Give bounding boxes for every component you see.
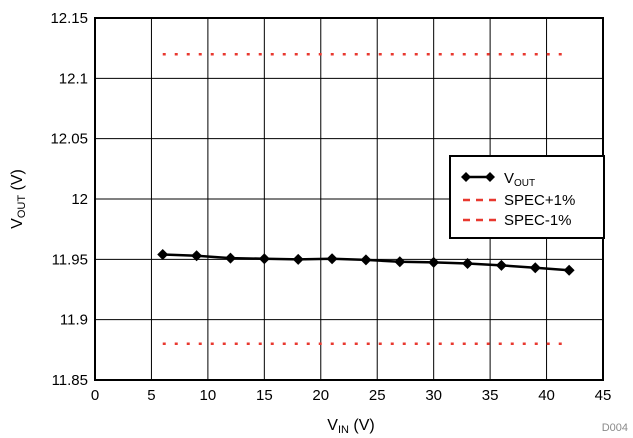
y-axis-title-main: V [9, 218, 26, 229]
legend-label-vout: VOUT [504, 170, 535, 189]
y-axis-title: VOUT (V) [9, 169, 28, 229]
y-tick-label: 11.9 [60, 312, 88, 329]
x-tick-label: 10 [200, 387, 217, 404]
figure-code: D004 [602, 422, 628, 434]
x-tick-label: 40 [538, 387, 555, 404]
x-tick-label: 30 [425, 387, 442, 404]
series-point [157, 249, 169, 261]
legend-label-spec-minus: SPEC-1% [504, 212, 572, 229]
x-axis-title-sub: IN [338, 424, 349, 436]
series-layer [157, 52, 575, 346]
x-tick-label: 45 [595, 387, 612, 404]
series-point [326, 253, 338, 265]
series-point [428, 256, 440, 268]
legend-label-spec-plus: SPEC+1% [504, 192, 575, 209]
y-tick-label: 11.95 [52, 251, 88, 268]
y-tick-label: 12 [71, 191, 88, 208]
x-tick-label: 20 [312, 387, 329, 404]
series-point [495, 259, 507, 271]
series-point [360, 254, 372, 266]
y-tick-labels: 11.85 11.9 11.95 12 12.05 12.1 12.15 [50, 10, 88, 389]
series-point [224, 252, 236, 264]
series-point [292, 253, 304, 265]
series-point [394, 256, 406, 268]
y-axis-title-sub: OUT [16, 195, 28, 219]
legend-marker-vout [461, 172, 471, 182]
x-axis-title-unit: (V) [349, 417, 375, 434]
y-tick-label: 12.1 [59, 70, 88, 87]
x-tick-label: 25 [369, 387, 386, 404]
series-point [563, 264, 575, 276]
x-axis-title: VIN (V) [327, 417, 374, 436]
x-axis-title-main: V [327, 417, 338, 434]
y-axis-title-unit: (V) [9, 169, 26, 195]
legend-label-vout-main: V [504, 170, 514, 187]
x-tick-label: 5 [147, 387, 155, 404]
x-tick-labels: 0 5 10 15 20 25 30 35 40 45 [91, 387, 612, 404]
series-point [258, 253, 270, 265]
x-tick-label: 0 [91, 387, 99, 404]
x-tick-label: 35 [482, 387, 499, 404]
series-point [462, 258, 474, 270]
legend: VOUT SPEC+1% SPEC-1% [449, 155, 605, 239]
y-tick-label: 11.85 [52, 372, 88, 389]
y-tick-label: 12.15 [50, 10, 88, 27]
legend-marker-vout [485, 172, 495, 182]
legend-box [449, 155, 605, 239]
series-point [191, 250, 203, 262]
x-tick-label: 15 [256, 387, 273, 404]
legend-label-vout-sub: OUT [514, 178, 535, 189]
y-tick-label: 12.05 [50, 131, 88, 148]
series-point [529, 262, 541, 274]
